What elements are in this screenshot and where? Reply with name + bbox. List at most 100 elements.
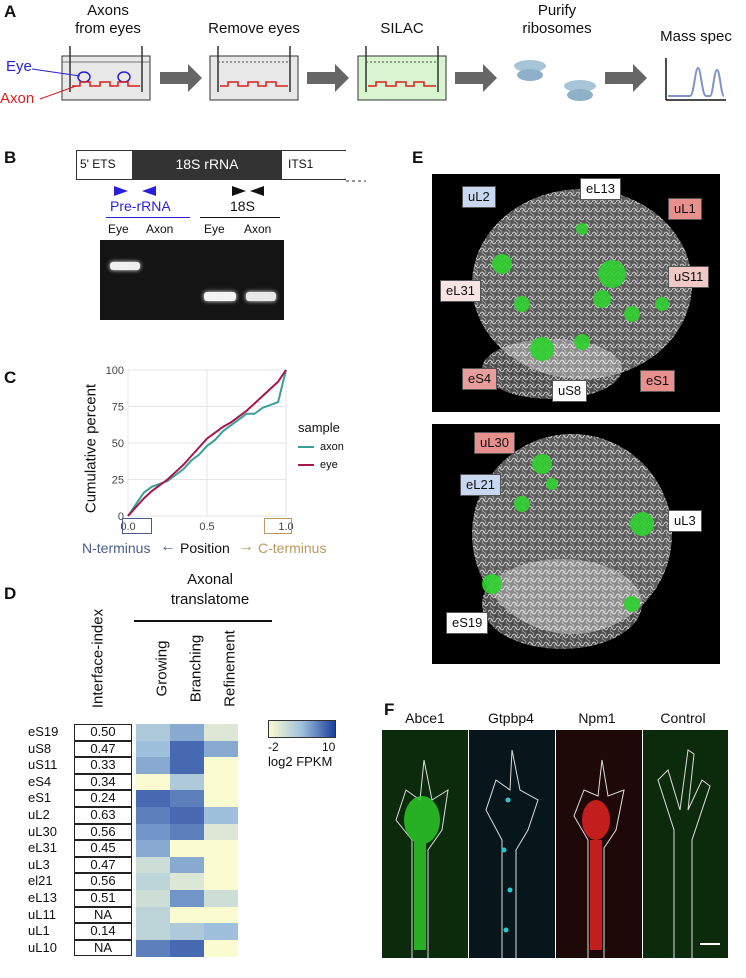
- d-heat-cell: [136, 856, 170, 874]
- r18s-label: 18S: [230, 198, 255, 214]
- ribosome-structure-top: [432, 174, 720, 412]
- eye-label: Eye: [6, 58, 32, 75]
- d-interface-cell: 0.14: [74, 923, 132, 940]
- panel-a: [0, 0, 746, 110]
- c-series-line-eye: [127, 369, 287, 517]
- d-heat-cell: [170, 873, 204, 891]
- d-interface-cell: 0.33: [74, 757, 132, 774]
- d-legend-ticks: -2 10: [262, 738, 352, 754]
- arrow-4: [605, 64, 647, 92]
- d-heat-cell: [204, 890, 238, 907]
- d-legend-min: -2: [268, 740, 279, 754]
- panel-f-label: F: [384, 700, 395, 719]
- c-arrow-left: ←: [160, 538, 176, 555]
- e-tag-el31: eL31: [440, 280, 481, 302]
- d-heat-cell: [204, 740, 238, 758]
- e-tag-el13: eL13: [580, 178, 621, 200]
- panel-e-label: E: [412, 148, 424, 167]
- segment-5ets-label: 5' ETS: [80, 157, 116, 171]
- d-heat-cell: [136, 807, 170, 824]
- d-row-label: eS1: [28, 790, 52, 806]
- d-heat-cell: [136, 773, 170, 791]
- d-heat-cell: [204, 790, 238, 808]
- d-heat-cell: [170, 773, 204, 791]
- d-interface-header: Interface-index: [89, 608, 107, 709]
- structure-bottom-svg: [472, 434, 672, 649]
- d-stage-refinement: Refinement: [221, 630, 239, 707]
- c-arrow-right: →: [238, 538, 254, 555]
- arrow-3: [455, 64, 497, 92]
- lane-label-3: Eye: [204, 222, 225, 236]
- segment-18s-label: 18S rRNA: [175, 156, 239, 172]
- d-heat-cell: [204, 757, 238, 775]
- d-heat-cell: [170, 757, 204, 775]
- d-interface-cell: NA: [74, 939, 132, 957]
- d-heat-cell: [136, 790, 170, 808]
- c-xlabel: Position: [180, 540, 230, 556]
- d-legend-bar: [268, 720, 336, 738]
- d-interface-cell: 0.47: [74, 856, 132, 874]
- d-row-label: uL10: [28, 939, 57, 955]
- r18s-line: [200, 217, 280, 218]
- d-heat-cell: [136, 823, 170, 841]
- d-interface-cell: 0.45: [74, 840, 132, 857]
- panel-d-label: D: [4, 584, 17, 603]
- c-legend-title: sample: [298, 420, 340, 435]
- d-interface-cell: 0.56: [74, 823, 132, 841]
- dish-1: [31, 46, 151, 101]
- c-xtick-label: 0.0: [120, 521, 135, 533]
- d-row-label: uL30: [28, 823, 57, 839]
- step-label-3: SILAC: [380, 20, 424, 37]
- d-heat-cell: [170, 724, 204, 741]
- d-heat-cell: [136, 906, 170, 924]
- c-ylabel: Cumulative percent: [82, 383, 100, 514]
- d-row-label: uL3: [28, 856, 50, 872]
- primer-arrows: [114, 180, 366, 196]
- d-heat-cell: [204, 856, 238, 874]
- d-heat-cell: [170, 807, 204, 824]
- d-row-label: eS4: [28, 773, 52, 789]
- d-heat-cell: [204, 923, 238, 941]
- gel-band-axon-18s: [246, 292, 276, 301]
- d-heat-cell: [170, 840, 204, 858]
- d-heat-cell: [136, 939, 170, 957]
- d-legend-max: 10: [322, 740, 336, 754]
- step-label-2: Remove eyes: [208, 20, 300, 37]
- d-interface-cell: 0.47: [74, 740, 132, 758]
- c-ytick-label: 100: [106, 365, 124, 377]
- c-chart: 0 25 50 75 100 0.0 0.5 1.0: [106, 365, 294, 533]
- d-heat-cell: [204, 823, 238, 841]
- c-xtick-1-box: [264, 518, 292, 534]
- d-interface-cell: 0.34: [74, 773, 132, 791]
- arrow-1: [160, 64, 202, 92]
- d-heat-cell: [136, 724, 170, 741]
- d-interface-cell: 0.56: [74, 873, 132, 890]
- d-row-label: uL11: [28, 906, 56, 922]
- step-label-4: Purify ribosomes: [522, 2, 592, 37]
- c-ytick-label: 75: [112, 402, 124, 414]
- f-channel-label-1: Abce1: [405, 710, 445, 726]
- arrow-2: [307, 64, 349, 92]
- e-tag-es1: eS1: [640, 370, 676, 392]
- ribosome-icons: [514, 60, 596, 101]
- mass-spec-plot: [665, 58, 726, 101]
- segment-its1-label: ITS1: [288, 157, 314, 171]
- panel-a-label: A: [4, 2, 17, 21]
- d-heat-cell: [170, 923, 204, 941]
- pre-rrna-label: Pre-rRNA: [110, 198, 171, 214]
- c-legend-swatch-eye: [298, 464, 314, 466]
- d-heat-cell: [204, 807, 238, 824]
- d-heat-cell: [204, 724, 238, 741]
- d-interface-cell: NA: [74, 906, 132, 924]
- d-heat-cell: [204, 906, 238, 924]
- e-tag-ul2: uL2: [462, 186, 496, 208]
- d-row-label: uS8: [28, 740, 52, 756]
- dish-3: [357, 46, 447, 101]
- d-row-label: uL1: [28, 923, 50, 939]
- e-tag-ul1: uL1: [668, 198, 702, 220]
- d-heat-cell: [204, 773, 238, 791]
- gel-band-eye-pre: [110, 262, 140, 270]
- e-tag-ul30: uL30: [474, 432, 515, 454]
- d-legend: -2 10 log2 FPKM: [262, 720, 352, 769]
- step-label-5: Mass spec: [660, 28, 732, 45]
